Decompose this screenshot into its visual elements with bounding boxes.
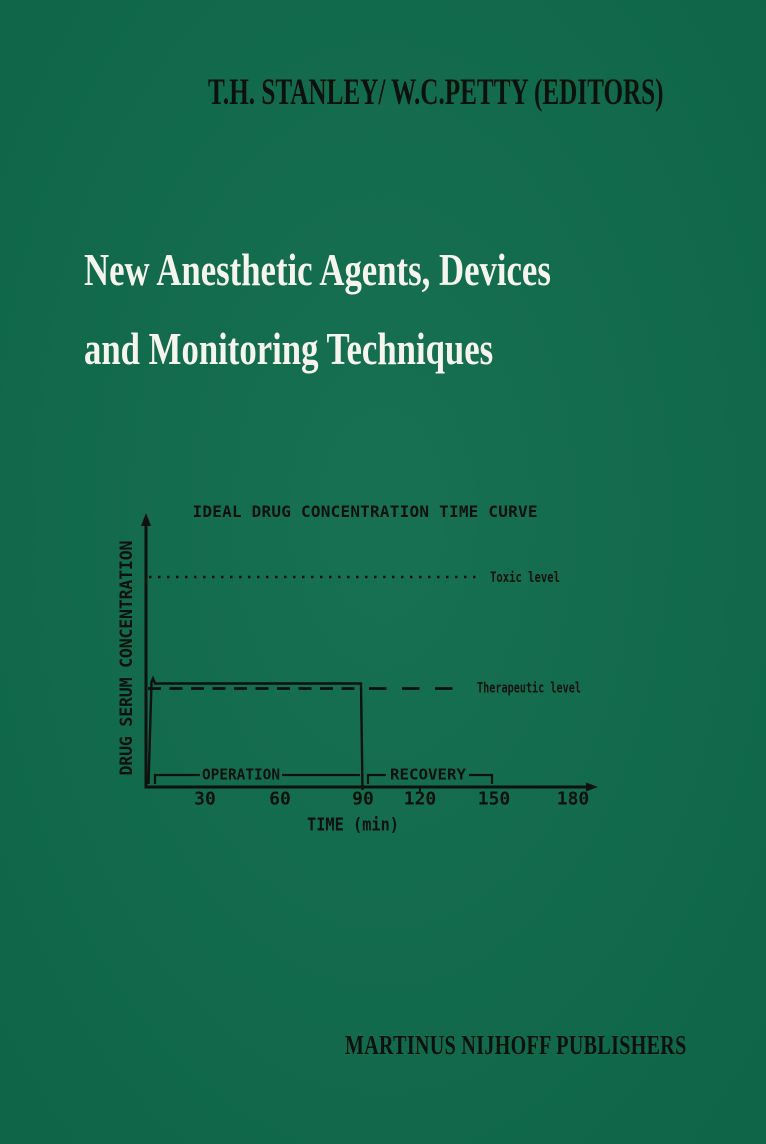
operation-bracket xyxy=(153,773,360,784)
x-tick-label-150: 150 xyxy=(478,789,511,810)
y-axis-label: DRUG SERUM CONCENTRATION xyxy=(117,541,136,776)
y-axis-arrowhead-icon xyxy=(141,513,151,526)
chart-canvas: IDEAL DRUG CONCENTRATION TIME CURVE DRUG… xyxy=(117,502,598,836)
drug-concentration-chart: IDEAL DRUG CONCENTRATION TIME CURVE DRUG… xyxy=(100,488,640,848)
book-title-line1: New Anesthetic Agents, Devices xyxy=(84,244,551,295)
x-tick-label-30: 30 xyxy=(194,789,216,810)
x-axis-arrowhead-icon xyxy=(586,782,598,792)
x-tick-label-60: 60 xyxy=(269,789,291,810)
concentration-curve xyxy=(147,675,364,791)
x-tick-label-90: 90 xyxy=(352,789,374,810)
therapeutic-level-label: Therapeutic level xyxy=(477,681,581,697)
book-title-line2: and Monitoring Techniques xyxy=(84,323,494,374)
publisher-line: MARTINUS NIJHOFF PUBLISHERS xyxy=(345,1030,687,1060)
recovery-label: RECOVERY xyxy=(390,766,467,784)
x-axis-label: TIME (min) xyxy=(307,816,399,836)
recovery-bracket xyxy=(366,773,494,784)
chart-title: IDEAL DRUG CONCENTRATION TIME CURVE xyxy=(193,502,538,521)
operation-label: OPERATION xyxy=(202,766,280,784)
toxic-level-label: Toxic level xyxy=(490,570,560,586)
editors-line: T.H. STANLEY/ W.C.PETTY (EDITORS) xyxy=(208,72,664,113)
x-tick-label-120: 120 xyxy=(404,789,437,810)
x-tick-label-180: 180 xyxy=(557,789,590,810)
